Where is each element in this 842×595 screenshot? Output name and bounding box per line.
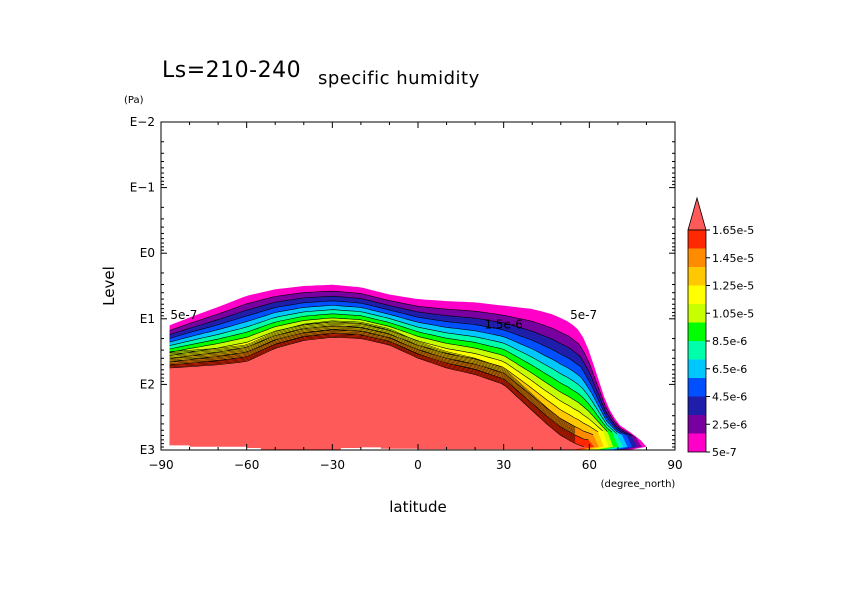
x-tick-label: −30 [320, 458, 345, 472]
contour-line [169, 321, 603, 432]
contour-line [169, 305, 622, 435]
contour-line [169, 334, 576, 442]
contour-label: 5e-7 [570, 308, 597, 322]
y-tick-label: E0 [140, 246, 155, 260]
y-tick-label: E2 [140, 377, 155, 391]
contour-line [169, 322, 576, 430]
y-axis: E−2 E−1 E0 E1 E2 E3 [130, 115, 675, 457]
contour-line [169, 331, 576, 438]
contour-line [169, 332, 576, 440]
colorbar-label: 1.25e-5 [712, 280, 754, 293]
ground-left [169, 445, 261, 450]
colorbar-swatch [688, 433, 706, 452]
colorbar-label: 1.65e-5 [712, 224, 754, 237]
x-tick-label: −90 [148, 458, 173, 472]
chart-title-sub: specific humidity [318, 68, 480, 89]
contour-line [169, 290, 637, 439]
contour-line [169, 309, 618, 435]
contour-line [169, 295, 632, 437]
contour-line-layer [169, 290, 637, 447]
colorbar-swatch [688, 230, 706, 249]
contour-line [169, 320, 576, 428]
contour-line [169, 300, 627, 436]
contour-fill-layer [169, 284, 647, 450]
colorbar-swatch [688, 341, 706, 360]
x-tick-label: 60 [582, 458, 597, 472]
colorbar-label: 2.5e-6 [712, 418, 747, 431]
colorbar-swatch [688, 285, 706, 304]
y-tick-label: E−2 [130, 115, 155, 129]
colorbar-label: 5e-7 [712, 446, 737, 459]
contour-line [169, 327, 576, 435]
contour-label: 1.5e-6 [484, 318, 522, 332]
contour-line [169, 317, 608, 432]
contour-line [169, 325, 576, 433]
contour-line [169, 335, 576, 443]
contour-label-layer: 5e-7 5e-7 1.5e-6 [170, 308, 597, 332]
topography-mask [169, 445, 533, 450]
colorbar-swatch [688, 396, 706, 415]
contour-band [169, 337, 590, 450]
colorbar-label: 1.45e-5 [712, 252, 754, 265]
x-tick-label: 90 [667, 458, 682, 472]
contour-line [169, 321, 576, 429]
x-axis-title: latitude [389, 498, 447, 516]
x-axis: −90 −60 −30 0 30 60 90 [148, 122, 683, 472]
colorbar-extend-triangle [687, 196, 707, 231]
contour-line [169, 330, 576, 437]
colorbar-label: 4.5e-6 [712, 391, 747, 404]
contour-line [169, 328, 576, 436]
colorbar-swatch [688, 359, 706, 378]
colorbar-swatch [688, 267, 706, 286]
y-unit-label: (Pa) [124, 95, 144, 106]
chart-title-main: Ls=210-240 [162, 58, 301, 83]
ground-center [340, 447, 533, 450]
contour-line [169, 326, 576, 434]
x-tick-label: −60 [234, 458, 259, 472]
colorbar-swatch [688, 304, 706, 323]
y-axis-title: Level [100, 266, 118, 306]
y-tick-label: E3 [140, 443, 155, 457]
contour-line [169, 313, 613, 433]
colorbar-swatch [688, 378, 706, 397]
y-tick-label: E−1 [130, 181, 155, 195]
colorbar-label: 8.5e-6 [712, 335, 747, 348]
x-unit-label: (degree_north) [601, 479, 676, 490]
contour-line [169, 324, 576, 431]
x-tick-label: 30 [496, 458, 511, 472]
y-tick-label: E1 [140, 312, 155, 326]
colorbar-swatch [688, 248, 706, 267]
colorbar-label: 1.05e-5 [712, 307, 754, 320]
contour-label: 5e-7 [170, 308, 197, 322]
colorbar-label: 6.5e-6 [712, 363, 747, 376]
colorbar: 5e-7 2.5e-6 4.5e-6 6.5e-6 8.5e-6 1.05e-5 1.25e… [687, 196, 754, 459]
contour-line [169, 336, 584, 447]
colorbar-swatch [688, 415, 706, 434]
contour-line [169, 333, 576, 441]
x-tick-label: 0 [414, 458, 422, 472]
colorbar-swatch [688, 322, 706, 341]
